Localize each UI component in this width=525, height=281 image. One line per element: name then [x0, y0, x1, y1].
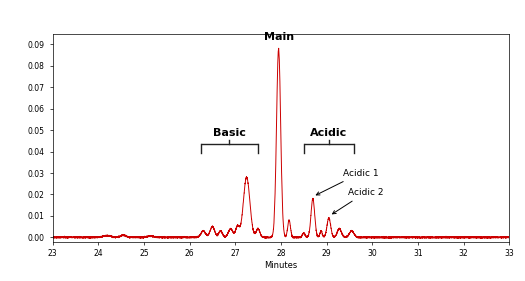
Text: Basic: Basic [213, 128, 246, 138]
Text: Acidic: Acidic [310, 128, 348, 138]
Text: Acidic 1: Acidic 1 [316, 169, 378, 195]
X-axis label: Minutes: Minutes [264, 261, 298, 270]
Text: Acidic 2: Acidic 2 [332, 188, 384, 214]
Text: Main: Main [264, 32, 293, 42]
